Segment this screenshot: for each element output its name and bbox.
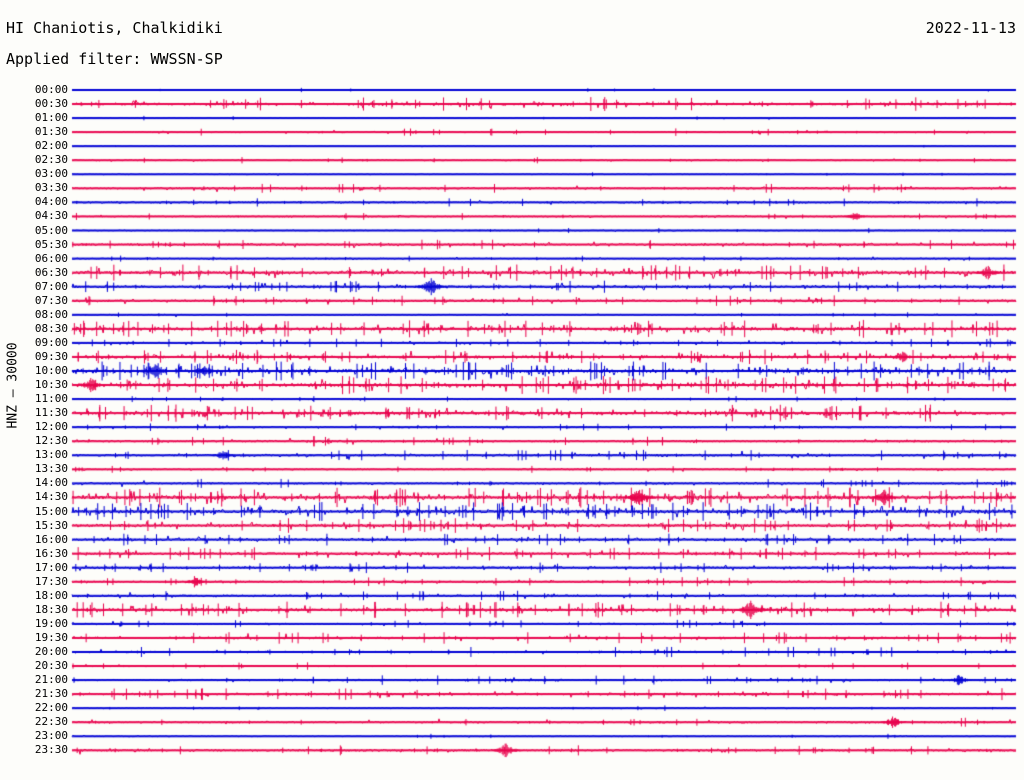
applied-filter-label: Applied filter: WWSSN-SP [6,50,223,68]
seismogram-plot [0,78,1024,778]
seismogram-traces [0,78,1024,778]
page-title: HI Chaniotis, Chalkidiki [6,19,223,37]
record-date: 2022-11-13 [925,19,1016,37]
